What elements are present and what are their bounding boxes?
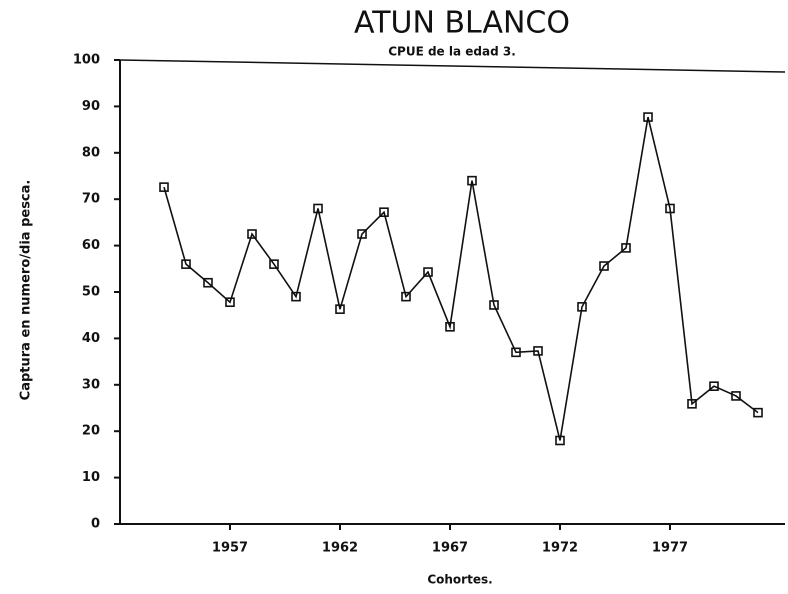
data-point [401, 291, 411, 302]
data-point [511, 347, 521, 358]
data-point [709, 381, 719, 391]
y-tick-label: 60 [82, 238, 100, 253]
x-tick-label: 1972 [542, 541, 578, 556]
y-tick-label: 50 [82, 285, 100, 300]
y-axis-label: Captura en numero/dia pesca. [19, 180, 34, 401]
x-tick-label: 1962 [322, 541, 358, 556]
y-tick-label: 30 [82, 377, 100, 392]
data-point [533, 346, 543, 356]
x-axis-label: Cohortes. [427, 573, 492, 587]
y-tick-label: 90 [82, 99, 100, 114]
data-point [621, 243, 631, 253]
x-tick-label: 1957 [212, 541, 248, 556]
data-point [753, 407, 763, 418]
data-line [163, 116, 759, 441]
data-point [445, 321, 455, 332]
y-tick-label: 10 [82, 470, 100, 485]
data-point [467, 175, 477, 186]
data-point [291, 291, 301, 302]
data-point [731, 391, 741, 401]
x-tick-label: 1977 [652, 541, 688, 556]
data-point [599, 261, 609, 271]
y-tick-label: 80 [82, 145, 100, 160]
chart-title: ATUN BLANCO [354, 6, 570, 41]
data-point [181, 259, 191, 269]
data-point [379, 207, 389, 217]
y-tick-label: 100 [73, 53, 100, 68]
y-tick-label: 40 [82, 331, 100, 346]
top-frame [119, 59, 786, 73]
data-point [643, 112, 653, 122]
data-point [159, 182, 169, 192]
data-point [247, 229, 257, 239]
x-tick-label: 1967 [432, 541, 468, 556]
chart-subtitle: CPUE de la edad 3. [388, 45, 516, 59]
data-point [313, 203, 323, 214]
data-point [225, 297, 235, 308]
data-point [203, 277, 213, 288]
data-point [687, 399, 697, 409]
y-tick-label: 0 [91, 517, 100, 532]
data-point [269, 259, 279, 269]
data-point [489, 300, 499, 310]
data-point [357, 229, 367, 239]
data-point [665, 203, 675, 214]
data-point [423, 267, 433, 277]
y-tick-label: 70 [82, 192, 100, 207]
y-tick-label: 20 [82, 424, 100, 439]
data-point [577, 302, 587, 312]
data-point [335, 304, 345, 314]
data-point [555, 435, 565, 446]
